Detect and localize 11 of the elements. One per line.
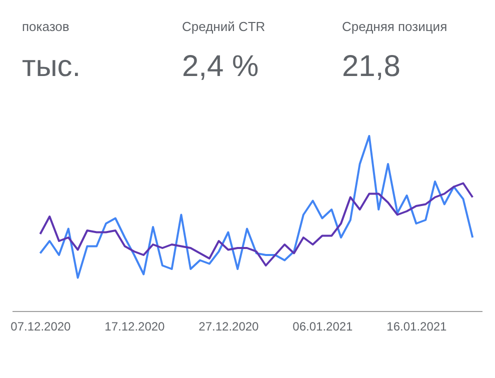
text: показов [22, 19, 70, 34]
x-tick-label: 16.01.2021 [386, 320, 448, 334]
text: тыс. [22, 50, 81, 83]
x-tick-label: 27.12.2020 [198, 320, 260, 334]
text: 21,8 [342, 50, 400, 83]
x-tick-label: 07.12.2020 [10, 320, 72, 334]
x-tick-label: 06.01.2021 [292, 320, 354, 334]
text: Средний CTR [182, 19, 266, 34]
text: Средняя позиция [342, 19, 448, 34]
text: 2,4 % [182, 50, 259, 83]
x-tick-label: 17.12.2020 [104, 320, 166, 334]
